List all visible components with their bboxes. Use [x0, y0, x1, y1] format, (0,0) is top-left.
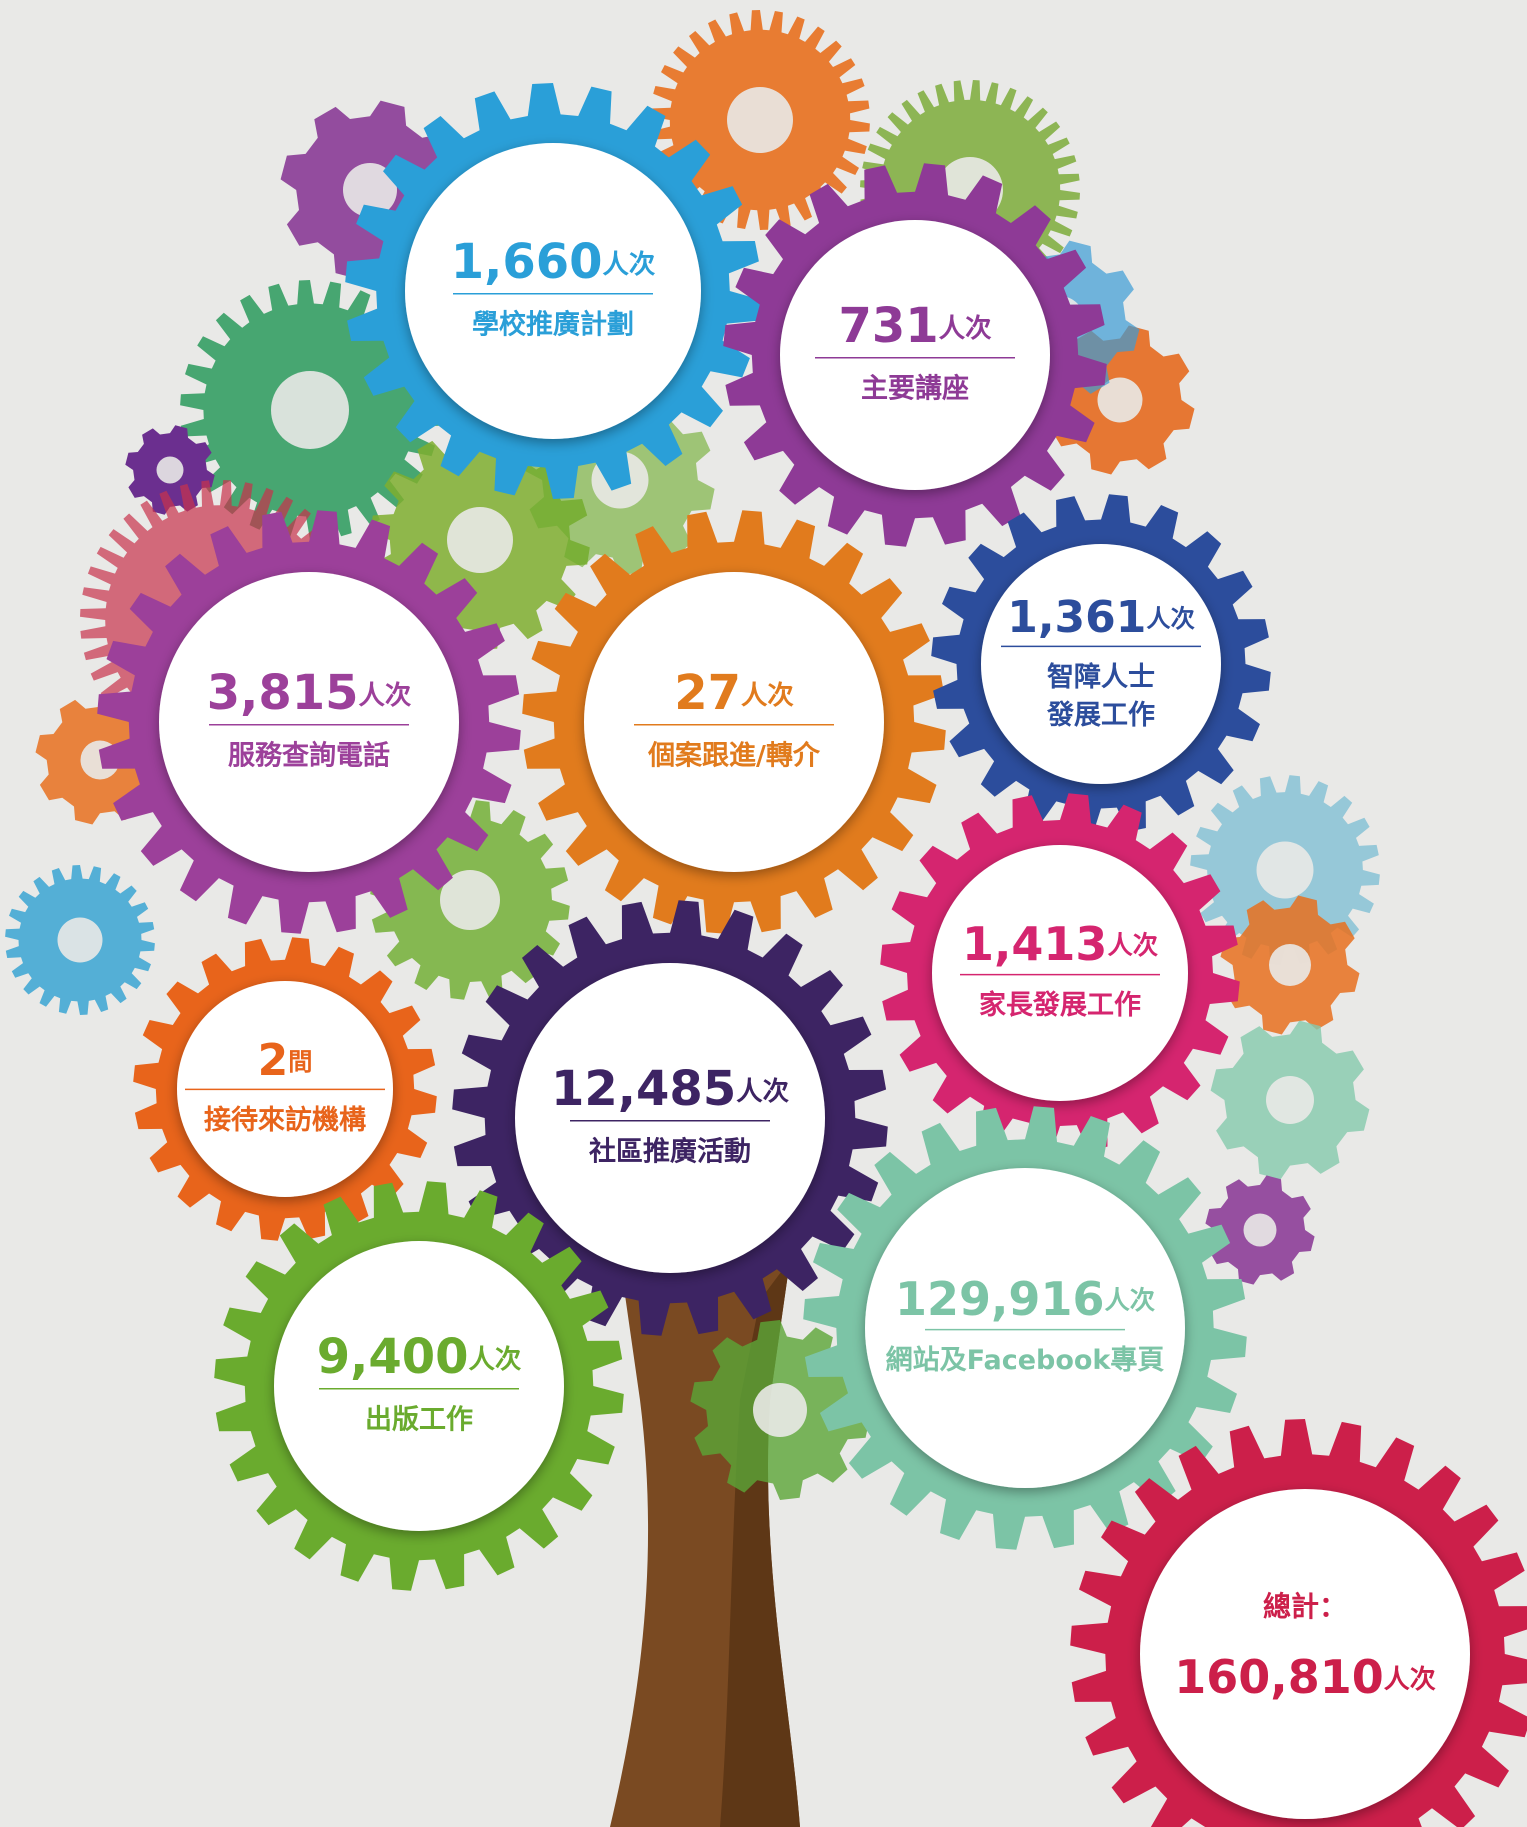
number: 12,485	[551, 1061, 736, 1117]
number: 1,413	[962, 917, 1108, 971]
decor-gear-hole	[58, 918, 103, 963]
gear-face	[865, 1168, 1185, 1488]
unit: 人次	[1104, 1286, 1155, 1315]
item-label: 智障人士	[1047, 661, 1155, 693]
gear-face	[584, 572, 884, 872]
unit: 間	[288, 1048, 312, 1076]
decor-gear-hole	[1257, 842, 1314, 899]
decor-gear-hole	[753, 1383, 807, 1437]
unit: 人次	[1146, 605, 1195, 633]
item-label: 學校推廣計劃	[472, 308, 634, 340]
gear-face	[274, 1241, 564, 1531]
number: 1,660	[451, 234, 603, 290]
number: 129,916	[895, 1272, 1105, 1326]
number: 27	[674, 665, 741, 721]
number: 1,361	[1007, 592, 1146, 643]
decor-gear-hole	[1269, 944, 1311, 986]
item-label: 個案跟進/轉介	[647, 739, 821, 771]
item-label: 社區推廣活動	[589, 1135, 751, 1167]
gear-face	[159, 572, 459, 872]
infographic: 1,660人次學校推廣計劃731人次主要講座3,815人次服務查詢電話27人次個…	[0, 0, 1527, 1827]
number: 9,400	[317, 1329, 469, 1385]
number: 160,810	[1174, 1650, 1384, 1704]
decor-gear-hole	[447, 507, 513, 573]
unit: 人次	[359, 680, 412, 711]
decor-gear-hole	[157, 457, 184, 484]
page: {"items": [ {"number": "1,660", "unit": …	[0, 0, 1527, 1827]
unit: 人次	[741, 680, 794, 711]
total-label: 總計：	[1263, 1590, 1347, 1623]
decor-gear-hole	[1244, 1214, 1277, 1247]
number: 3,815	[207, 665, 359, 721]
unit: 人次	[469, 1344, 522, 1375]
decor-gear-hole	[1266, 1076, 1314, 1124]
gear-face	[932, 845, 1188, 1101]
unit: 人次	[603, 249, 656, 280]
item-label: 家長發展工作	[979, 989, 1141, 1021]
decor-gear-hole	[727, 87, 793, 153]
decor-gear-hole	[271, 371, 349, 449]
unit: 人次	[1384, 1665, 1436, 1695]
item-label: 發展工作	[1046, 700, 1155, 731]
gear-face	[515, 963, 825, 1273]
item-label: 網站及Facebook專頁	[886, 1344, 1165, 1376]
item-label: 服務查詢電話	[228, 739, 390, 771]
item-label: 主要講座	[861, 372, 969, 404]
gear-face	[780, 220, 1050, 490]
item-label: 出版工作	[365, 1404, 473, 1435]
unit: 人次	[736, 1076, 789, 1107]
item-label: 接待來訪機構	[204, 1104, 366, 1136]
number: 731	[839, 298, 939, 354]
unit: 人次	[1107, 931, 1158, 960]
number: 2	[258, 1035, 289, 1086]
gear-face	[405, 143, 701, 439]
unit: 人次	[939, 313, 992, 344]
